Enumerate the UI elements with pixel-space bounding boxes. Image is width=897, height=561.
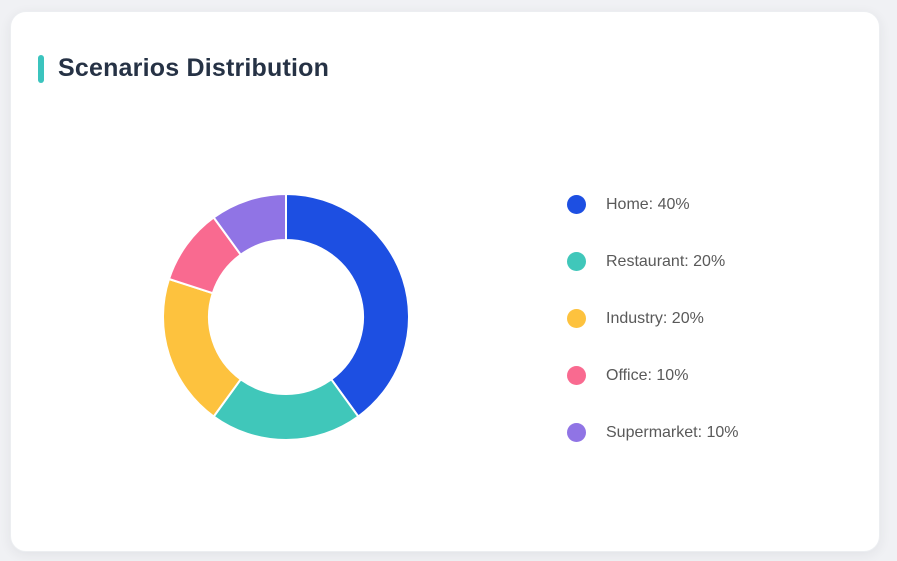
donut-slice-home[interactable] (285, 193, 410, 418)
legend-label-office: Office: 10% (606, 366, 689, 384)
legend-dot-restaurant (567, 252, 586, 271)
card-header: Scenarios Distribution (38, 54, 329, 83)
donut-chart[interactable] (161, 192, 411, 442)
legend-label-supermarket: Supermarket: 10% (606, 423, 739, 441)
legend-item-office[interactable]: Office: 10% (567, 366, 739, 385)
legend-dot-office (567, 366, 586, 385)
legend-label-restaurant: Restaurant: 20% (606, 252, 726, 270)
legend-dot-supermarket (567, 423, 586, 442)
legend-label-home: Home: 40% (606, 195, 690, 213)
legend-label-industry: Industry: 20% (606, 309, 704, 327)
chart-legend: Home: 40% Restaurant: 20% Industry: 20% Off… (567, 195, 739, 480)
title-accent-bar (38, 54, 44, 83)
donut-slice-restaurant[interactable] (212, 378, 360, 441)
legend-dot-home (567, 195, 586, 214)
legend-item-supermarket[interactable]: Supermarket: 10% (567, 423, 739, 442)
legend-item-industry[interactable]: Industry: 20% (567, 309, 739, 328)
donut-slice-supermarket[interactable] (212, 193, 287, 256)
legend-item-restaurant[interactable]: Restaurant: 20% (567, 252, 739, 271)
card-title: Scenarios Distribution (58, 54, 330, 82)
legend-dot-industry (567, 309, 586, 328)
scenarios-distribution-card: Scenarios Distribution Home: 40% Restaura… (10, 11, 880, 552)
donut-slice-industry[interactable] (162, 277, 242, 418)
legend-item-home[interactable]: Home: 40% (567, 195, 739, 214)
